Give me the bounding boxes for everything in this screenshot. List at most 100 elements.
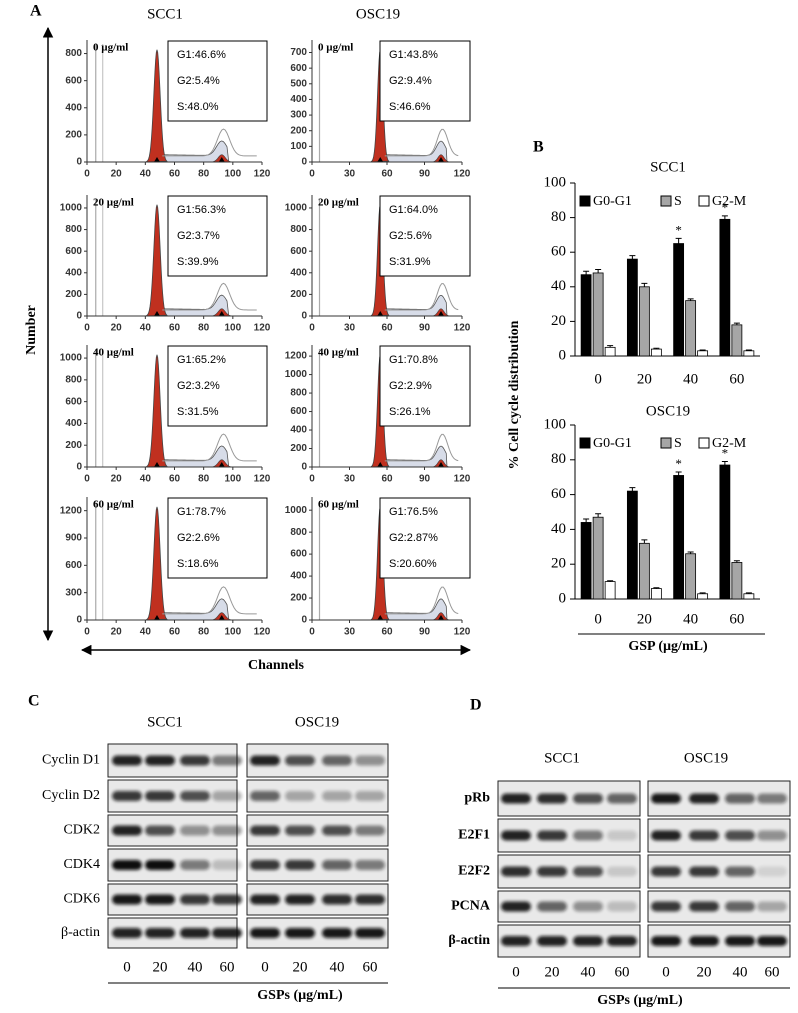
bar	[673, 243, 685, 357]
blot-band	[285, 860, 315, 870]
blot-band	[250, 791, 280, 801]
blot-band	[757, 793, 787, 804]
legend-label: G2-M	[712, 194, 747, 209]
histogram-g1-peak	[146, 49, 168, 163]
y-tick-label: 400	[65, 102, 82, 113]
blot-band	[180, 928, 210, 938]
y-tick-label: 800	[65, 374, 82, 385]
y-tick-label: 200	[290, 125, 307, 136]
y-tick-label: 200	[65, 130, 82, 141]
dose-label: 60 µg/ml	[93, 499, 134, 511]
blot-band	[180, 755, 210, 766]
stats-box	[379, 195, 471, 277]
y-tick-label: 40	[551, 521, 566, 537]
error-bar	[595, 513, 602, 518]
row-label: pRb	[464, 791, 490, 806]
blot-band	[651, 901, 681, 912]
y-tick-label: 0	[559, 590, 567, 606]
x-tick-label: 100	[224, 474, 241, 485]
histogram-s-phase	[156, 140, 230, 163]
stats-box	[167, 40, 268, 122]
bar	[697, 593, 709, 600]
bar	[638, 542, 650, 600]
y-tick-label: 800	[290, 527, 307, 538]
x-tick-label: 90	[419, 169, 431, 180]
blot-band	[651, 936, 681, 946]
error-bar	[595, 269, 602, 273]
y-tick-label: 1000	[285, 203, 308, 214]
x-tick-label: 20	[637, 611, 652, 627]
histogram-outline	[162, 586, 257, 615]
x-tick-label: 80	[198, 323, 210, 334]
blot-band	[322, 928, 352, 938]
lane-label: 60	[765, 964, 780, 980]
error-bar	[629, 487, 636, 492]
blot-band	[322, 860, 352, 870]
y-axis-label: Number	[24, 305, 39, 355]
bar	[580, 522, 592, 600]
legend-label: G0-G1	[593, 436, 632, 451]
x-tick-label: 30	[344, 323, 356, 334]
x-tick-label: 40	[140, 627, 152, 638]
legend-swatch	[660, 437, 672, 449]
blot-band	[573, 901, 603, 912]
stats-text: G2:2.9%	[389, 380, 432, 392]
stats-text: G1:64.0%	[389, 204, 438, 216]
histogram-g1-peak	[146, 506, 168, 621]
blot-band	[573, 793, 603, 804]
histogram-s-phase	[379, 598, 448, 621]
blot-band	[725, 793, 755, 804]
y-tick-label: 200	[65, 440, 82, 451]
stats-text: G1:78.7%	[177, 506, 226, 518]
blot-band	[212, 860, 242, 870]
x-tick-label: 100	[224, 169, 241, 180]
blot-band	[250, 825, 280, 836]
y-tick-label: 900	[65, 533, 82, 544]
blot-band	[112, 755, 142, 766]
x-tick-label: 100	[224, 323, 241, 334]
blot-band	[322, 825, 352, 836]
blot-band	[250, 928, 280, 938]
x-tick-label: 30	[344, 627, 356, 638]
x-tick-label: 60	[169, 169, 181, 180]
y-tick-label: 1000	[285, 505, 308, 516]
blot-band	[180, 825, 210, 836]
x-tick-label: 0	[84, 627, 90, 638]
x-tick-label: 0	[309, 474, 315, 485]
y-tick-label: 300	[290, 110, 307, 121]
blot-band	[689, 936, 719, 946]
y-tick-label: 0	[76, 311, 82, 322]
blot-band	[607, 866, 637, 877]
bar	[697, 350, 709, 357]
x-tick-label: 20	[111, 474, 123, 485]
legend-swatch	[698, 195, 710, 207]
bar	[731, 324, 743, 357]
histogram-outline	[384, 283, 459, 311]
stats-box	[379, 345, 471, 427]
row-label: PCNA	[451, 899, 491, 914]
y-tick-label: 800	[290, 224, 307, 235]
group-header: SCC1	[147, 714, 183, 730]
stats-box	[379, 40, 471, 122]
blot-band	[501, 830, 531, 841]
x-tick-label: 90	[419, 323, 431, 334]
error-bar	[653, 347, 660, 350]
dose-label: 40 µg/ml	[318, 347, 359, 359]
bar	[685, 300, 697, 357]
significance-marker: *	[722, 446, 729, 461]
x-tick-label: 40	[683, 611, 698, 627]
x-tick-label: 60	[381, 169, 393, 180]
group-header: OSC19	[684, 750, 728, 766]
row-label: Cyclin D1	[42, 753, 100, 768]
blot-band	[355, 825, 385, 836]
panel-letter: D	[470, 697, 482, 714]
blot-band	[537, 793, 567, 804]
y-tick-label: 600	[65, 75, 82, 86]
bar	[743, 593, 755, 600]
blot-band	[607, 830, 637, 841]
y-tick-label: 600	[65, 246, 82, 257]
lane-label: 0	[662, 964, 670, 980]
x-tick-label: 40	[140, 323, 152, 334]
blot-band	[757, 936, 787, 946]
